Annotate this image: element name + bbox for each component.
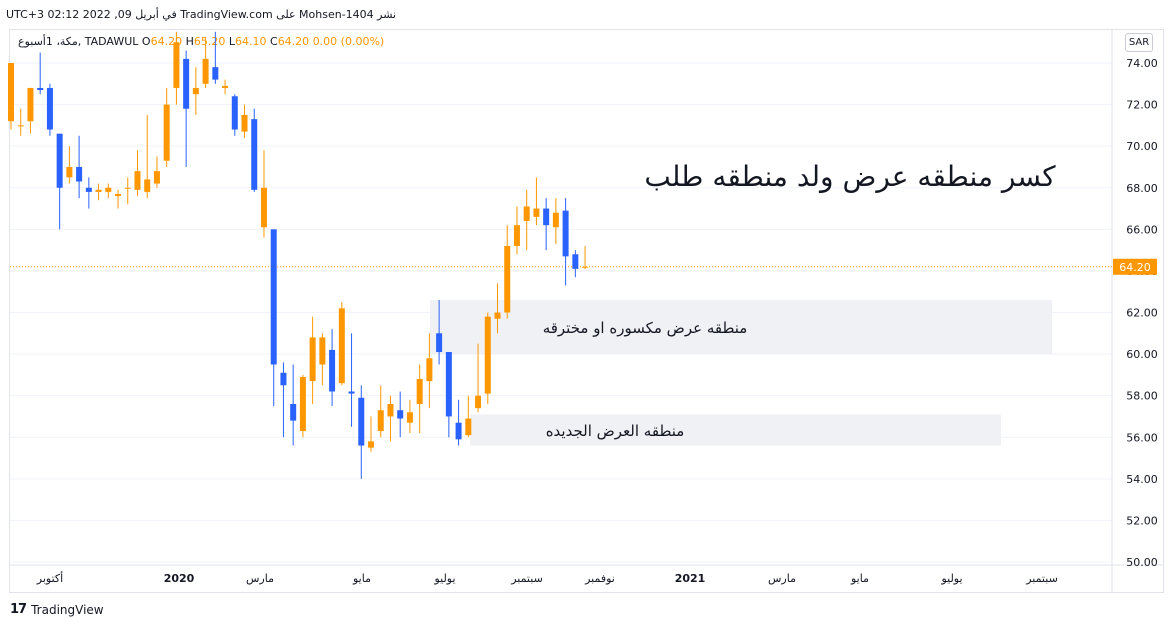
brand-name: TradingView (31, 602, 104, 617)
tradingview-logo-icon: 17 (10, 602, 27, 617)
close-value: 64.20 (277, 35, 310, 48)
currency-badge[interactable]: SAR (1125, 33, 1153, 52)
change-value: 0.00 (0.00%) (312, 35, 385, 48)
high-label: H (185, 35, 194, 48)
ohlc-legend: مكة، 1أسبوع, TADAWUL O64.20 H65.20 L64.1… (18, 35, 384, 48)
symbol-label[interactable]: مكة، 1أسبوع, TADAWUL (18, 35, 139, 48)
low-value: 64.10 (235, 35, 267, 48)
high-value: 65.20 (193, 35, 226, 48)
footer-brand[interactable]: 17 TradingView (10, 602, 104, 617)
publish-info: UTC+3 في أبريل 09, 2022 02:12 TradingVie… (6, 8, 397, 21)
open-label: O (141, 35, 151, 48)
low-label: L (228, 35, 235, 48)
open-value: 64.20 (150, 35, 183, 48)
chart-pane[interactable] (9, 29, 1164, 593)
close-label: C (270, 35, 278, 48)
